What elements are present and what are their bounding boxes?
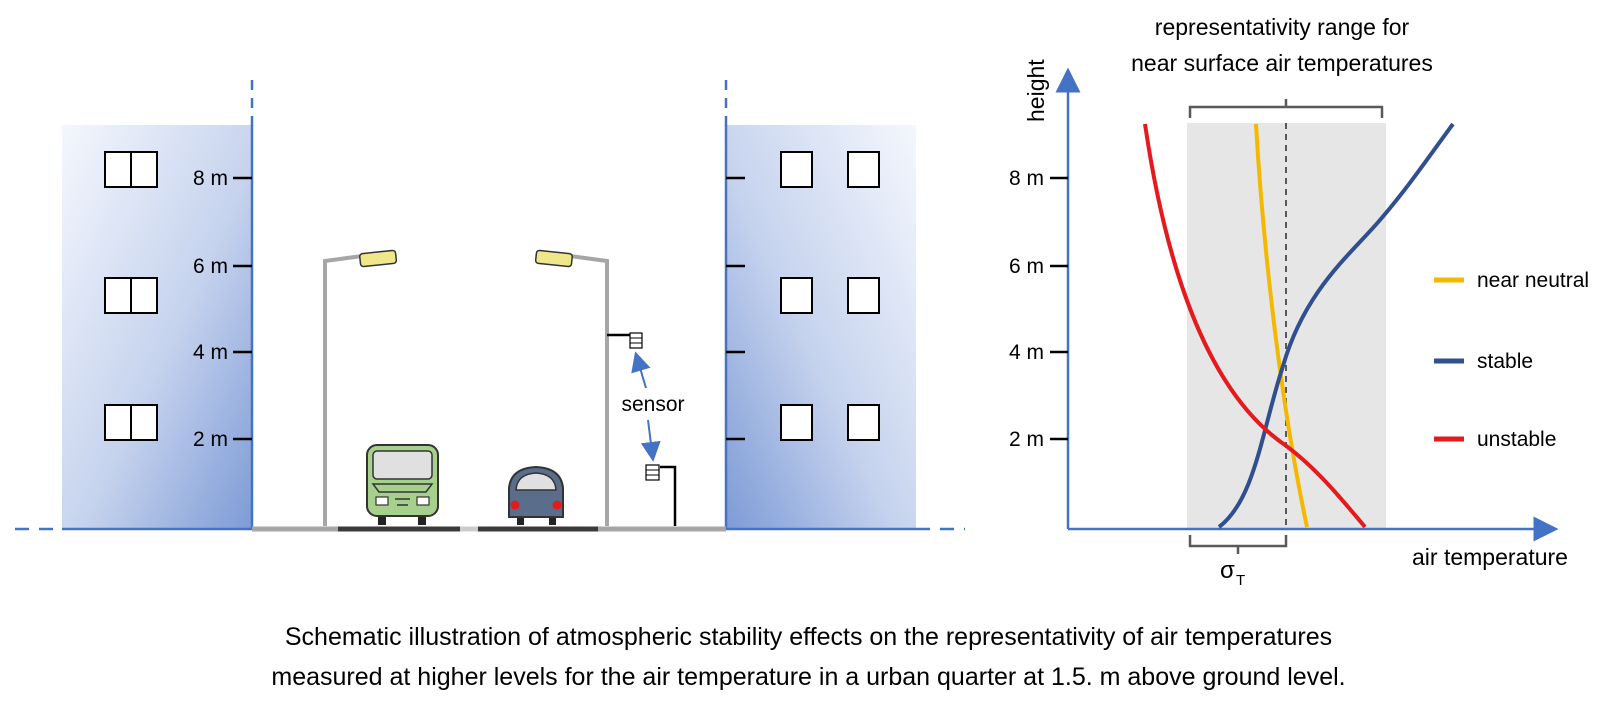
legend-label: near neutral xyxy=(1477,269,1589,292)
sensor-mount xyxy=(660,465,677,526)
bus-wheel xyxy=(378,512,386,525)
legend-label: stable xyxy=(1477,350,1533,373)
curve-stable xyxy=(1217,122,1455,529)
sensor-lower xyxy=(645,464,677,526)
street-lamp-left xyxy=(323,249,398,526)
y-tick-label: 4 m xyxy=(1009,341,1044,364)
range-bracket xyxy=(1188,99,1384,118)
window xyxy=(780,277,813,314)
curve-unstable xyxy=(1143,123,1367,529)
sensor-arrow-up xyxy=(631,351,651,389)
lamp-pole xyxy=(323,254,363,526)
height-tick-label: 8 m xyxy=(193,167,228,190)
street-scene: 8 m 6 m 4 m 2 m xyxy=(15,80,965,532)
height-tick-label: 6 m xyxy=(193,255,228,278)
car xyxy=(508,465,564,525)
window xyxy=(847,151,880,188)
left-building xyxy=(62,125,252,529)
sensor-box xyxy=(645,464,660,481)
caption-line-2: measured at higher levels for the air te… xyxy=(271,663,1346,691)
window xyxy=(847,404,880,441)
sensor-label: sensor xyxy=(621,393,684,416)
sigma-subscript: T xyxy=(1236,572,1245,589)
sensor-box xyxy=(629,332,643,349)
lamp-head xyxy=(534,249,573,268)
sensor-upper xyxy=(607,332,643,349)
sensor-arrow-down xyxy=(640,419,661,462)
right-building-ticks xyxy=(726,176,745,441)
car-wheel xyxy=(517,512,524,525)
height-tick-label: 2 m xyxy=(193,428,228,451)
right-building-windows xyxy=(780,151,880,441)
left-height-scale: 8 m 6 m 4 m 2 m xyxy=(193,167,252,451)
height-tick-label: 4 m xyxy=(193,341,228,364)
range-label-line1: representativity range for xyxy=(1155,14,1410,40)
y-tick-label: 2 m xyxy=(1009,428,1044,451)
car-light xyxy=(552,500,562,510)
y-tick-label: 6 m xyxy=(1009,255,1044,278)
legend: near neutral stable unstable xyxy=(1434,269,1589,451)
sigma-symbol: σ xyxy=(1220,557,1235,584)
street-lamp-right xyxy=(534,249,609,526)
window xyxy=(780,151,813,188)
bus-windshield xyxy=(372,450,433,480)
curve-near-neutral xyxy=(1254,123,1309,528)
y-axis-label: height xyxy=(1023,59,1049,122)
lamp-pole xyxy=(569,254,609,526)
y-tick-label: 8 m xyxy=(1009,167,1044,190)
profile-chart: representativity range for near surface … xyxy=(1009,14,1589,589)
bus xyxy=(366,444,439,525)
left-building-windows xyxy=(104,151,158,441)
x-axis-label: air temperature xyxy=(1412,544,1568,570)
bus-headlight xyxy=(375,496,389,506)
legend-label: unstable xyxy=(1477,428,1556,451)
right-building xyxy=(726,125,916,529)
bus-wheel xyxy=(418,512,426,525)
caption-line-1: Schematic illustration of atmospheric st… xyxy=(284,623,1333,651)
car-wheel xyxy=(549,512,556,525)
lamp-head xyxy=(359,249,398,268)
car-light xyxy=(510,500,520,510)
sigma-bracket xyxy=(1188,535,1288,554)
window xyxy=(847,277,880,314)
window xyxy=(780,404,813,441)
bus-headlight xyxy=(416,496,430,506)
car-windshield xyxy=(515,472,557,491)
range-label-line2: near surface air temperatures xyxy=(1131,50,1433,76)
bus-grille xyxy=(371,483,434,493)
